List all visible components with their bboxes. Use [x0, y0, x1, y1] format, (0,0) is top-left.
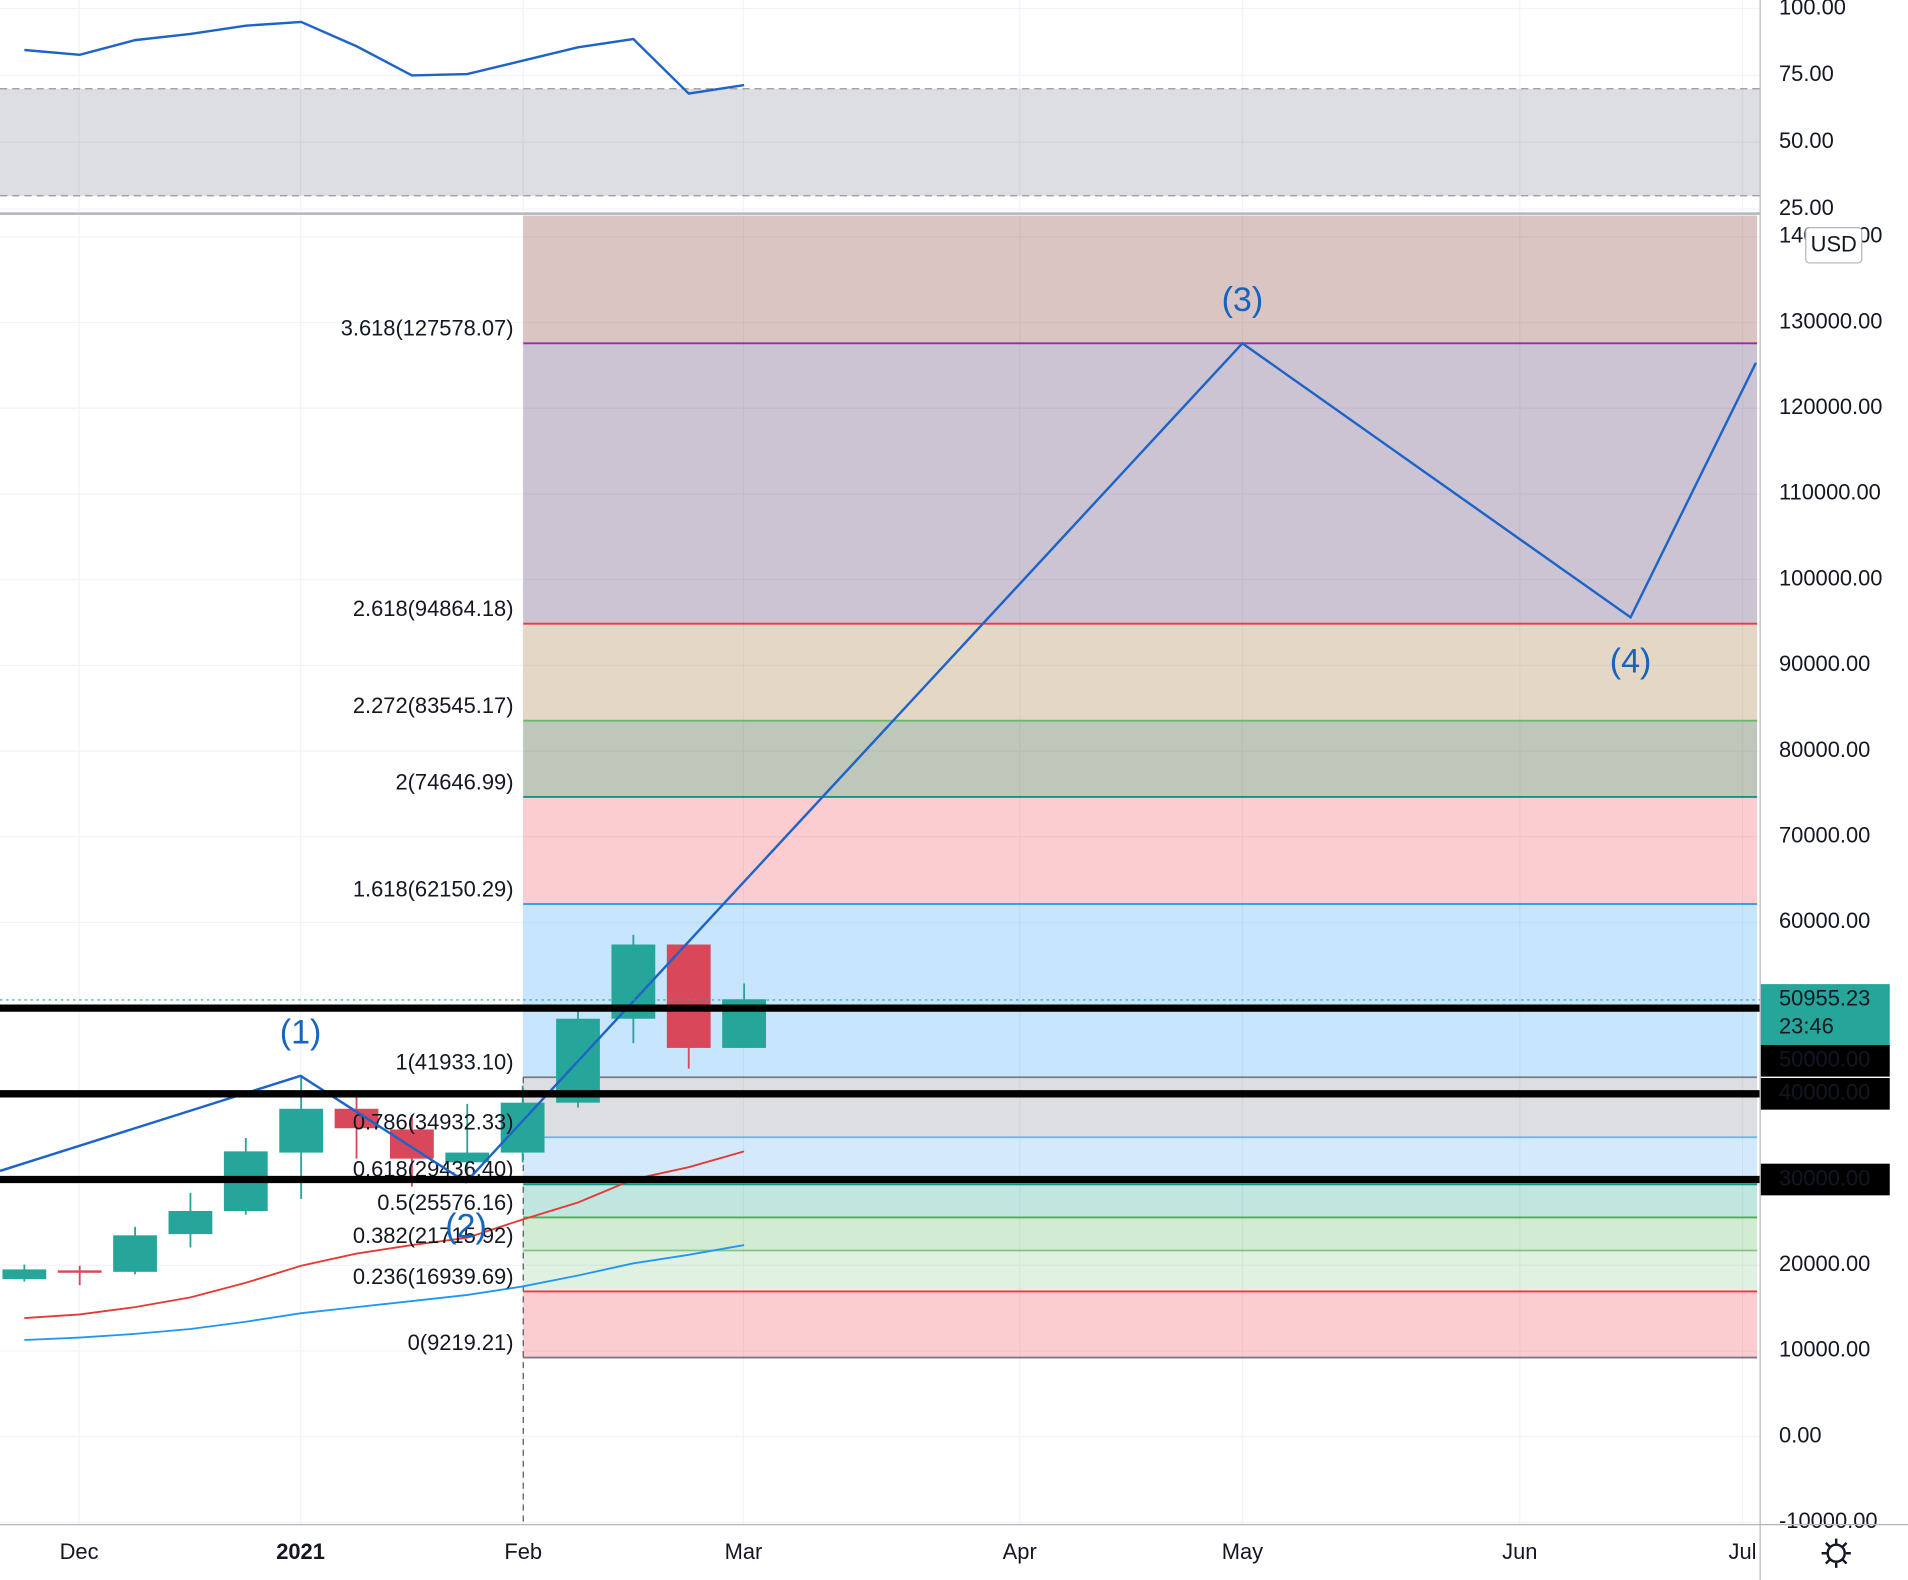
y-tick-label: 25.00 — [1779, 195, 1834, 220]
fib-label: 1(41933.10) — [395, 1050, 513, 1075]
fib-band — [523, 720, 1758, 797]
wave-label: (2) — [445, 1207, 487, 1245]
fib-label: 2.618(94864.18) — [353, 596, 514, 621]
fib-label: 0.5(25576.16) — [377, 1190, 513, 1215]
x-tick-label: Mar — [725, 1539, 763, 1564]
countdown-label: 23:46 — [1779, 1014, 1834, 1039]
horizontal-line-box — [1760, 1044, 1890, 1077]
fib-label: 3.618(127578.07) — [341, 316, 514, 341]
y-tick-label: 130000.00 — [1779, 308, 1882, 333]
candle-body — [113, 1235, 157, 1272]
y-tick-label: 0.00 — [1779, 1422, 1822, 1447]
y-tick-label: 100.00 — [1779, 0, 1846, 19]
series-line — [24, 20, 745, 95]
fib-label: 2.272(83545.17) — [353, 693, 514, 718]
fib-band — [523, 343, 1758, 624]
x-tick-label: 2021 — [276, 1539, 325, 1564]
moving-average — [24, 1150, 745, 1319]
y-tick-label: 110000.00 — [1779, 480, 1881, 505]
fib-band — [523, 1291, 1758, 1358]
wave-label: (4) — [1610, 643, 1652, 681]
y-tick-label: 50.00 — [1779, 128, 1834, 153]
candle-body — [389, 1129, 434, 1159]
wave-label: (1) — [280, 1013, 322, 1051]
x-tick-label: Feb — [504, 1539, 542, 1564]
horizontal-line-label: 50000.00 — [1779, 1047, 1870, 1072]
fib-label: 1.618(62150.29) — [353, 876, 514, 901]
candle-body — [279, 1108, 324, 1153]
moving-average — [24, 1244, 745, 1341]
fib-band — [523, 1077, 1758, 1138]
horizontal-line-label: 30000.00 — [1779, 1165, 1870, 1190]
fib-label: 0.786(34932.33) — [353, 1110, 514, 1135]
fib-band — [523, 1184, 1758, 1218]
candle-body — [57, 1270, 102, 1273]
y-tick-label: 20000.00 — [1779, 1251, 1870, 1276]
y-tick-label: 100000.00 — [1779, 565, 1882, 590]
band — [0, 88, 1760, 196]
x-tick-label: Jun — [1502, 1539, 1537, 1564]
fib-label: 0.236(16939.69) — [353, 1264, 514, 1289]
candle-body — [500, 1102, 545, 1153]
y-tick-label: 80000.00 — [1779, 737, 1870, 762]
fib-band — [523, 1217, 1758, 1251]
horizontal-line-label: 40000.00 — [1779, 1080, 1870, 1105]
wave-label: (3) — [1222, 281, 1264, 319]
current-price-label: 50955.23 — [1779, 986, 1870, 1011]
currency-box[interactable] — [1805, 227, 1863, 264]
x-tick-label: Jul — [1729, 1539, 1757, 1564]
horizontal-line-box — [1760, 1163, 1890, 1196]
fib-label: 0.382(21715.92) — [353, 1223, 514, 1248]
currency: USD — [1811, 232, 1857, 257]
x-tick-label: May — [1222, 1539, 1263, 1564]
fib-band — [523, 623, 1758, 721]
y-tick-label: 120000.00 — [1779, 394, 1882, 419]
price-pane: 0(9219.21) 0.236(16939.69) 0.382(21715.92)… — [0, 215, 1760, 1525]
candle-body — [666, 944, 711, 1048]
axes: 100.00 75.00 50.00 25.00 -10000.00 0.00 10000.… — [60, 0, 1890, 1564]
fib-band — [523, 1250, 1758, 1292]
candle-body — [445, 1152, 490, 1163]
fib-band — [523, 904, 1758, 1078]
fib-band — [523, 796, 1758, 905]
y-tick-label: 70000.00 — [1779, 823, 1870, 848]
horizontal-line-box — [1760, 1077, 1890, 1110]
fib-label: 0(9219.21) — [408, 1330, 514, 1355]
y-tick-label: 60000.00 — [1779, 908, 1870, 933]
fib-band — [523, 215, 1758, 344]
x-tick-label: Apr — [1003, 1539, 1037, 1564]
y-tick-label: -10000.00 — [1779, 1508, 1878, 1533]
fib-label: 2(74646.99) — [395, 769, 513, 794]
candle-body — [334, 1108, 379, 1129]
y-tick-label: 90000.00 — [1779, 651, 1870, 676]
y-tick-label: 10000.00 — [1779, 1337, 1870, 1362]
candle-body — [168, 1210, 213, 1235]
current-price-box — [1760, 984, 1890, 1045]
indicator-pane — [0, 0, 1760, 212]
y-tick-label: 75.00 — [1779, 61, 1834, 86]
candle-body — [2, 1269, 47, 1280]
settings-icon[interactable] — [1821, 1538, 1851, 1568]
x-tick-label: Dec — [60, 1539, 99, 1564]
